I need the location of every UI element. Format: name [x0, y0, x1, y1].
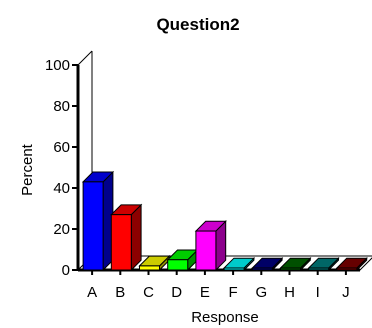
- bar-E: [194, 220, 227, 272]
- bar-H: [279, 256, 312, 272]
- bar-C: [138, 254, 171, 272]
- y-axis: 0 20 40 60 80 100: [45, 57, 78, 279]
- bar-front: [251, 267, 273, 271]
- bars: [81, 170, 368, 272]
- y-tick-label: 60: [53, 139, 70, 156]
- bar-A: [81, 170, 115, 272]
- bar-D: [166, 248, 199, 272]
- x-tick-label: F: [229, 284, 238, 301]
- bar-front: [82, 181, 104, 271]
- bar-I: [307, 256, 340, 272]
- bar-front: [223, 267, 245, 271]
- bar-J: [335, 256, 368, 272]
- y-tick-label: 80: [53, 98, 70, 115]
- top-depth-edge: [77, 50, 93, 66]
- bar-top: [307, 257, 340, 269]
- x-axis-label: Response: [191, 309, 259, 326]
- bar-top: [222, 257, 256, 269]
- bar-top: [335, 257, 368, 269]
- y-tick-label: 0: [62, 262, 70, 279]
- bar-top: [279, 257, 312, 269]
- x-tick-label: I: [316, 284, 320, 301]
- bar-front: [336, 267, 358, 271]
- chart-title: Question2: [156, 15, 239, 34]
- bar-G: [251, 256, 284, 272]
- bar-front: [195, 230, 217, 271]
- x-tick-label: A: [87, 284, 97, 301]
- y-axis-label: Percent: [19, 143, 36, 196]
- bar-front: [110, 214, 132, 271]
- x-tick-label: C: [143, 284, 154, 301]
- bar-front: [167, 259, 189, 271]
- bar-front: [139, 265, 160, 271]
- bar-front: [308, 267, 330, 271]
- bar-side: [130, 203, 142, 272]
- bar-B: [110, 203, 143, 272]
- y-tick-label: 100: [45, 57, 70, 74]
- x-tick-label: H: [284, 284, 295, 301]
- x-tick-label: D: [171, 284, 182, 301]
- x-tick-label: B: [115, 284, 125, 301]
- x-tick-label: J: [342, 284, 350, 301]
- bar-front: [280, 267, 301, 271]
- y-tick-label: 20: [53, 221, 70, 238]
- y-tick-label: 40: [53, 180, 70, 197]
- x-tick-label: E: [200, 284, 210, 301]
- bar-top: [251, 257, 284, 269]
- bar-F: [222, 256, 256, 272]
- x-tick-label: G: [255, 284, 267, 301]
